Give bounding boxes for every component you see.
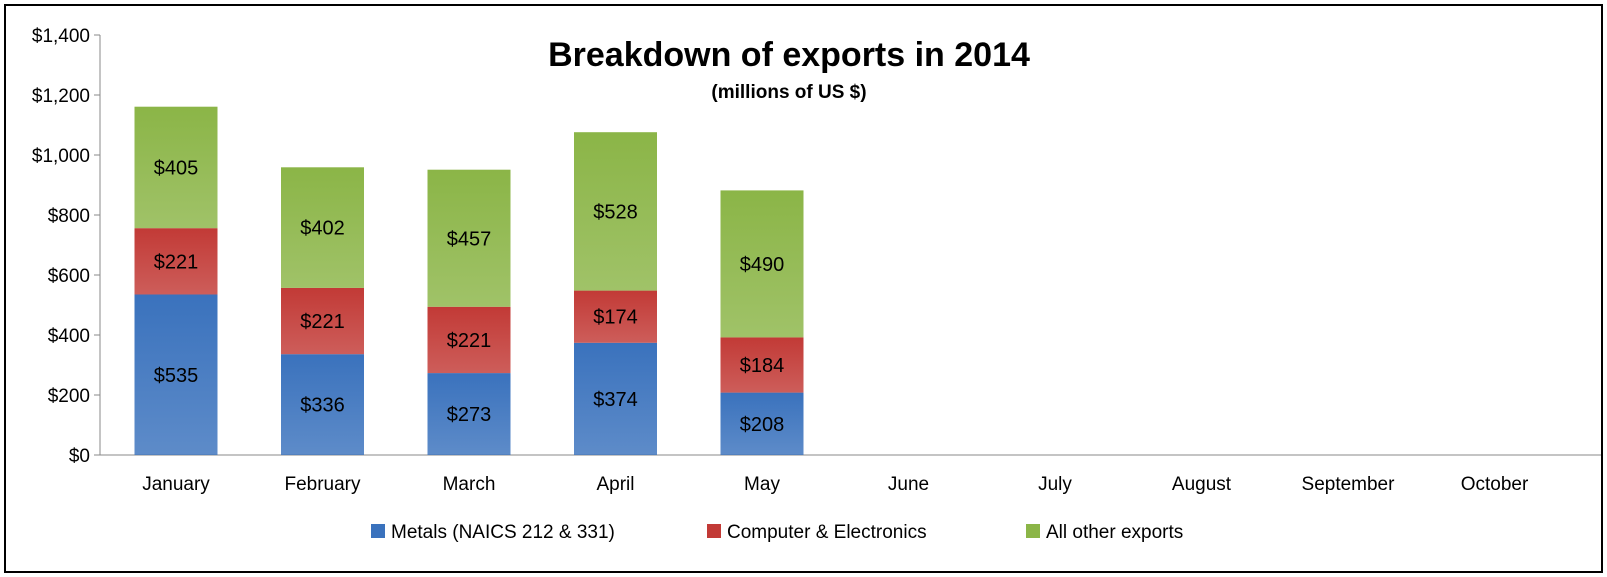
x-tick-label: July xyxy=(1038,474,1072,495)
data-label: $184 xyxy=(740,355,785,377)
data-label: $374 xyxy=(593,389,638,411)
legend: Metals (NAICS 212 & 331) Computer & Elect… xyxy=(371,522,1183,543)
chart-frame: $0 $200 $400 $600 $800 $1,000 $1,200 $1,400 Janu… xyxy=(4,4,1603,573)
y-tick-label: $800 xyxy=(48,206,90,227)
bar-segment xyxy=(427,169,511,307)
x-tick-label: September xyxy=(1302,474,1396,495)
bar-segment xyxy=(574,132,657,291)
data-label: $402 xyxy=(300,218,345,240)
x-tick-label: February xyxy=(284,474,361,495)
bar-segment xyxy=(134,294,218,455)
y-tick-label: $400 xyxy=(48,326,90,347)
bar-segment xyxy=(720,392,804,455)
x-tick-label: June xyxy=(888,474,929,495)
bar-segment xyxy=(574,342,657,455)
data-label: $174 xyxy=(593,307,638,329)
axis-layer: $0 $200 $400 $600 $800 $1,000 $1,200 $1,400 Janu… xyxy=(32,26,1601,495)
legend-swatch xyxy=(371,524,385,538)
data-label: $221 xyxy=(300,311,345,333)
data-label: $273 xyxy=(447,404,492,426)
bar-segment xyxy=(281,167,364,288)
data-label: $535 xyxy=(154,365,199,387)
legend-swatch xyxy=(1026,524,1040,538)
chart-svg: $0 $200 $400 $600 $800 $1,000 $1,200 $1,400 Janu… xyxy=(32,26,1601,543)
data-label: $405 xyxy=(154,157,199,179)
y-tick-label: $1,200 xyxy=(32,86,90,107)
chart-subtitle: (millions of US $) xyxy=(711,82,866,103)
bar-segment xyxy=(427,373,511,455)
y-tick-label: $200 xyxy=(48,386,90,407)
x-tick-label: October xyxy=(1461,474,1529,495)
bar-segment xyxy=(281,287,364,355)
y-tick-label: $1,400 xyxy=(32,26,90,47)
bar-segment xyxy=(574,290,657,343)
bar-segment xyxy=(720,190,804,338)
data-label: $528 xyxy=(593,201,638,223)
bar-segment xyxy=(134,228,218,295)
legend-swatch xyxy=(707,524,721,538)
data-label: $336 xyxy=(300,395,345,417)
x-tick-label: April xyxy=(596,474,634,495)
bar-segment xyxy=(720,337,804,393)
bar-segment xyxy=(427,306,511,374)
x-tick-label: January xyxy=(142,474,210,495)
chart-title: Breakdown of exports in 2014 xyxy=(548,36,1030,74)
data-label: $457 xyxy=(447,228,492,250)
data-label: $221 xyxy=(154,251,199,273)
y-tick-label: $0 xyxy=(69,446,90,467)
x-tick-label: March xyxy=(443,474,496,495)
legend-label: Computer & Electronics xyxy=(727,522,927,543)
legend-label: Metals (NAICS 212 & 331) xyxy=(391,522,615,543)
data-label: $208 xyxy=(740,414,785,436)
bar-segment xyxy=(134,106,218,229)
bar-segment xyxy=(281,354,364,455)
x-tick-label: May xyxy=(744,474,780,495)
y-tick-label: $600 xyxy=(48,266,90,287)
bar-layer xyxy=(134,106,804,455)
x-tick-label: August xyxy=(1172,474,1232,495)
y-tick-label: $1,000 xyxy=(32,146,90,167)
label-layer: $535 $221 $405 $336 $221 $402 $273 $221 $457 $374… xyxy=(154,157,785,435)
data-label: $490 xyxy=(740,254,785,276)
legend-label: All other exports xyxy=(1046,522,1183,543)
data-label: $221 xyxy=(447,330,492,352)
